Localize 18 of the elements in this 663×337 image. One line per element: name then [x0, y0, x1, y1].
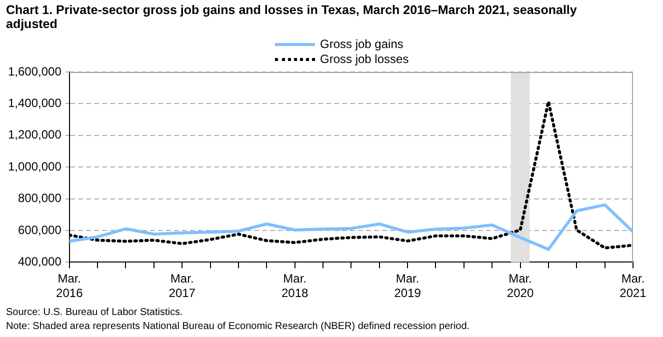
y-tick-label: 800,000	[18, 191, 62, 206]
y-tick-label: 1,200,000	[8, 128, 62, 142]
legend-label: Gross job gains	[320, 37, 404, 52]
x-tick-label: Mar. 2016	[56, 272, 84, 300]
y-tick-label: 1,000,000	[8, 159, 62, 174]
x-tick-label: Mar. 2017	[168, 272, 196, 300]
x-tick-label: Mar. 2018	[281, 272, 308, 300]
text: Note: Shaded area represents National Bureau of Economic Research (NBER) defined recession period.	[6, 320, 470, 334]
y-tick-label: 600,000	[18, 222, 62, 237]
y-tick-label: 1,600,000	[8, 64, 62, 78]
y-tick-label: 1,400,000	[8, 96, 62, 110]
x-tick-label: Mar. 2020	[506, 272, 534, 300]
legend-label: Gross job losses	[320, 52, 409, 67]
chart-title: Chart 1. Private-sector gross job gains and losses in Texas, March 2016–March 2021, seasonally adjusted	[6, 3, 578, 31]
source-note: Source: U.S. Bureau of Labor Statistics.	[6, 306, 184, 320]
x-tick-label: Mar. 2021	[620, 272, 647, 300]
y-tick-label: 400,000	[18, 254, 62, 269]
x-tick-label: Mar. 2019	[394, 272, 422, 300]
